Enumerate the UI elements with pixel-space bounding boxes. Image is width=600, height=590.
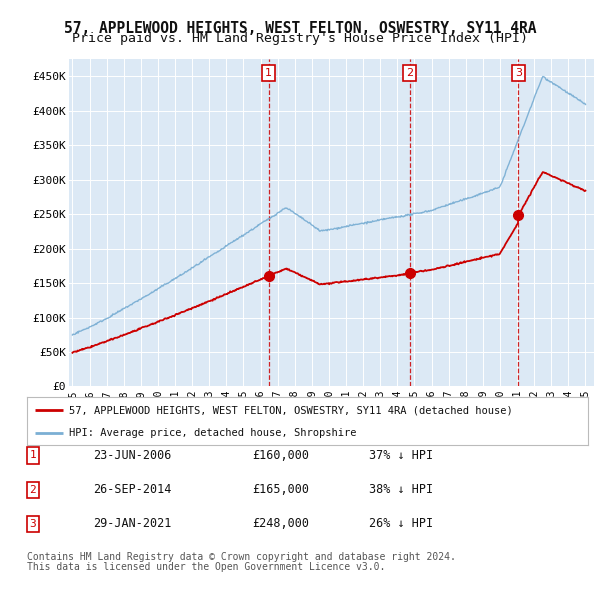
Text: 23-JUN-2006: 23-JUN-2006 [93, 449, 172, 462]
Text: 26% ↓ HPI: 26% ↓ HPI [369, 517, 433, 530]
Text: 57, APPLEWOOD HEIGHTS, WEST FELTON, OSWESTRY, SY11 4RA: 57, APPLEWOOD HEIGHTS, WEST FELTON, OSWE… [64, 21, 536, 35]
Text: Contains HM Land Registry data © Crown copyright and database right 2024.: Contains HM Land Registry data © Crown c… [27, 552, 456, 562]
Text: HPI: Average price, detached house, Shropshire: HPI: Average price, detached house, Shro… [69, 428, 356, 438]
Text: 3: 3 [515, 68, 522, 78]
Text: £160,000: £160,000 [252, 449, 309, 462]
Text: 57, APPLEWOOD HEIGHTS, WEST FELTON, OSWESTRY, SY11 4RA (detached house): 57, APPLEWOOD HEIGHTS, WEST FELTON, OSWE… [69, 405, 513, 415]
Text: 1: 1 [265, 68, 272, 78]
Text: 2: 2 [29, 485, 37, 494]
Text: 29-JAN-2021: 29-JAN-2021 [93, 517, 172, 530]
Text: 26-SEP-2014: 26-SEP-2014 [93, 483, 172, 496]
Text: £248,000: £248,000 [252, 517, 309, 530]
Text: Price paid vs. HM Land Registry's House Price Index (HPI): Price paid vs. HM Land Registry's House … [72, 32, 528, 45]
Text: 2: 2 [406, 68, 413, 78]
Text: 38% ↓ HPI: 38% ↓ HPI [369, 483, 433, 496]
Text: This data is licensed under the Open Government Licence v3.0.: This data is licensed under the Open Gov… [27, 562, 385, 572]
Text: 37% ↓ HPI: 37% ↓ HPI [369, 449, 433, 462]
Text: 3: 3 [29, 519, 37, 529]
Text: £165,000: £165,000 [252, 483, 309, 496]
Text: 1: 1 [29, 451, 37, 460]
